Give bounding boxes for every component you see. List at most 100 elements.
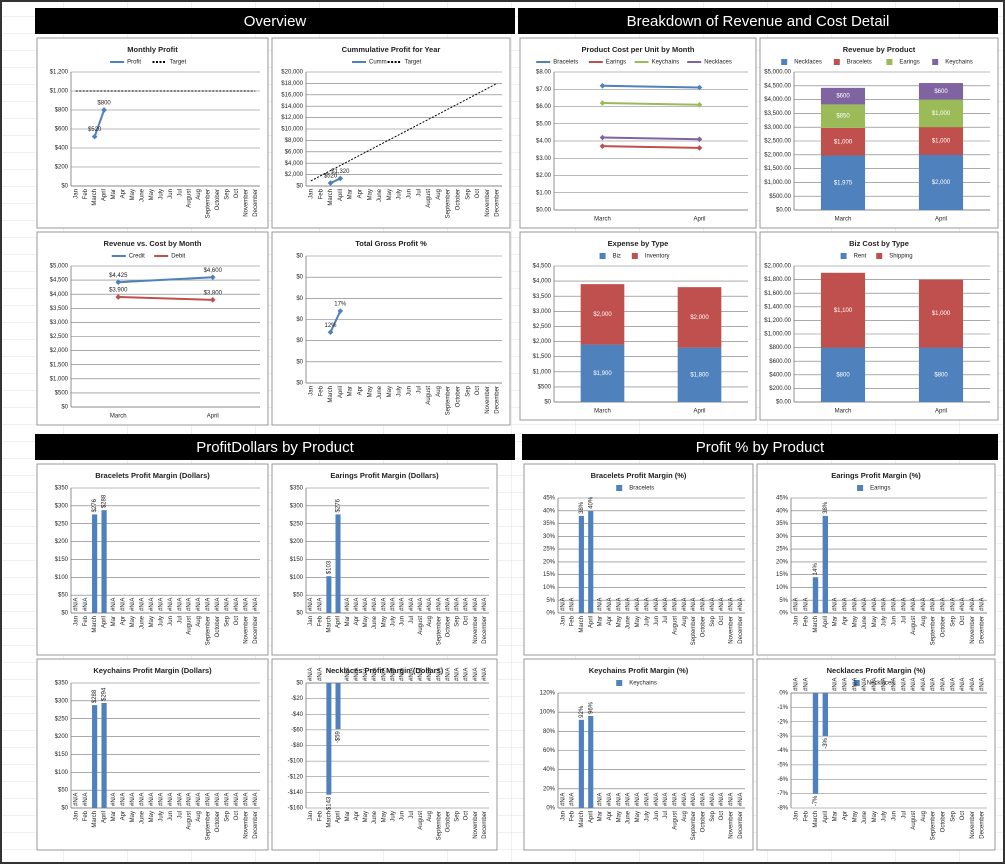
- data-label: #N/A: [663, 793, 669, 806]
- chart-frame: [36, 231, 269, 426]
- y-tick-label: $5,000.00: [764, 70, 791, 76]
- y-tick-label: $300: [290, 503, 304, 509]
- data-label: #N/A: [852, 678, 858, 691]
- x-tick-label: Apr: [357, 189, 363, 198]
- data-label: #N/A: [83, 793, 89, 806]
- y-tick-label: $200.00: [769, 386, 791, 392]
- y-tick-label: $400: [55, 146, 69, 152]
- x-tick-label: May: [363, 616, 369, 627]
- y-tick-label: 20%: [776, 559, 789, 565]
- data-label: #N/A: [891, 678, 897, 691]
- bar-segment: [918, 99, 964, 128]
- x-tick-label: April: [102, 811, 108, 823]
- data-label: #N/A: [691, 793, 697, 806]
- data-label: 38%: [823, 501, 829, 514]
- y-tick-label: 0%: [779, 691, 788, 697]
- bar-segment: [580, 344, 625, 402]
- y-tick-label: $1,000: [50, 89, 69, 95]
- data-label: #N/A: [354, 668, 360, 681]
- bar-segment: [677, 287, 722, 348]
- x-tick-label: April: [336, 616, 342, 628]
- y-tick-label: $0: [296, 338, 303, 344]
- x-tick-label: December: [482, 811, 488, 839]
- data-label: #N/A: [872, 678, 878, 691]
- bar-segment: [677, 347, 722, 402]
- y-tick-label: $1,800.00: [764, 277, 791, 283]
- x-tick-label: September: [931, 616, 937, 645]
- y-tick-label: $0: [61, 184, 68, 190]
- x-tick-label: September: [446, 189, 452, 218]
- x-tick-label: May: [852, 811, 858, 822]
- x-tick-label: Aug: [436, 189, 442, 200]
- data-label: #N/A: [931, 678, 937, 691]
- data-label: #N/A: [901, 678, 907, 691]
- data-label: #N/A: [225, 793, 231, 806]
- legend-label: Necklaces: [867, 681, 895, 687]
- y-tick-label: 15%: [543, 572, 556, 578]
- x-tick-label: March: [326, 616, 332, 633]
- chart-title: Bracelets Profit Margin (Dollars): [95, 471, 210, 480]
- y-tick-label: $4,500.00: [764, 83, 791, 89]
- x-tick-label: Feb: [317, 615, 323, 626]
- data-label: #N/A: [372, 668, 378, 681]
- data-label: #N/A: [445, 668, 451, 681]
- x-tick-label: June: [377, 188, 383, 202]
- data-label: #N/A: [391, 598, 397, 611]
- x-tick-label: Feb: [318, 385, 324, 396]
- data-label: #N/A: [196, 793, 202, 806]
- x-tick-label: October: [940, 811, 946, 832]
- x-tick-label: September: [206, 189, 212, 218]
- data-label: #N/A: [225, 598, 231, 611]
- data-label: #N/A: [793, 678, 799, 691]
- x-tick-label: October: [701, 616, 707, 637]
- series-line: [602, 145, 700, 149]
- data-label: $1,320: [331, 169, 350, 175]
- y-tick-label: -7%: [777, 791, 788, 797]
- x-tick-label: Jan: [308, 386, 314, 396]
- data-label: #N/A: [482, 598, 488, 611]
- data-label: #N/A: [701, 598, 707, 611]
- y-tick-label: $50: [58, 788, 69, 794]
- data-label: #N/A: [882, 598, 888, 611]
- bar: [92, 705, 98, 808]
- x-tick-label: April: [823, 616, 829, 628]
- data-label: #N/A: [803, 598, 809, 611]
- data-label: #N/A: [149, 793, 155, 806]
- data-label: #N/A: [206, 598, 212, 611]
- x-tick-label: December: [980, 616, 986, 644]
- data-label: #N/A: [833, 598, 839, 611]
- x-tick-label: October: [445, 811, 451, 832]
- y-tick-label: 40%: [543, 508, 556, 514]
- y-tick-label: $1,500.00: [764, 166, 791, 172]
- y-tick-label: $0: [61, 806, 68, 812]
- y-tick-label: $12,000: [281, 115, 303, 121]
- data-label: #N/A: [253, 793, 259, 806]
- legend-label: Necklaces: [704, 60, 732, 66]
- y-tick-label: $2,000: [533, 339, 552, 345]
- y-tick-label: $3,500: [50, 306, 69, 312]
- chart-title: Product Cost per Unit by Month: [582, 45, 695, 54]
- y-tick-label: $2,000.00: [764, 152, 791, 158]
- y-tick-label: -4%: [777, 748, 788, 754]
- data-label: $850: [836, 114, 850, 120]
- y-tick-label: -3%: [777, 734, 788, 740]
- x-tick-label: March: [92, 616, 98, 633]
- x-tick-label: October: [701, 811, 707, 832]
- data-label: #N/A: [473, 598, 479, 611]
- y-tick-label: $500: [538, 384, 552, 390]
- x-tick-label: March: [328, 189, 334, 206]
- x-tick-label: October: [215, 811, 221, 832]
- x-tick-label: Sep: [225, 615, 231, 626]
- line-marker: [101, 107, 107, 113]
- data-label: $3,900: [109, 288, 128, 294]
- data-label: #N/A: [455, 668, 461, 681]
- y-tick-label: $2,500.00: [764, 139, 791, 145]
- x-tick-label: Feb: [83, 188, 89, 199]
- x-tick-label: June: [862, 615, 868, 629]
- data-label: #N/A: [177, 793, 183, 806]
- x-tick-label: Oct: [234, 811, 240, 821]
- y-tick-label: $200: [55, 165, 69, 171]
- y-tick-label: $200: [290, 539, 304, 545]
- x-tick-label: June: [862, 810, 868, 824]
- y-tick-label: $150: [290, 557, 304, 563]
